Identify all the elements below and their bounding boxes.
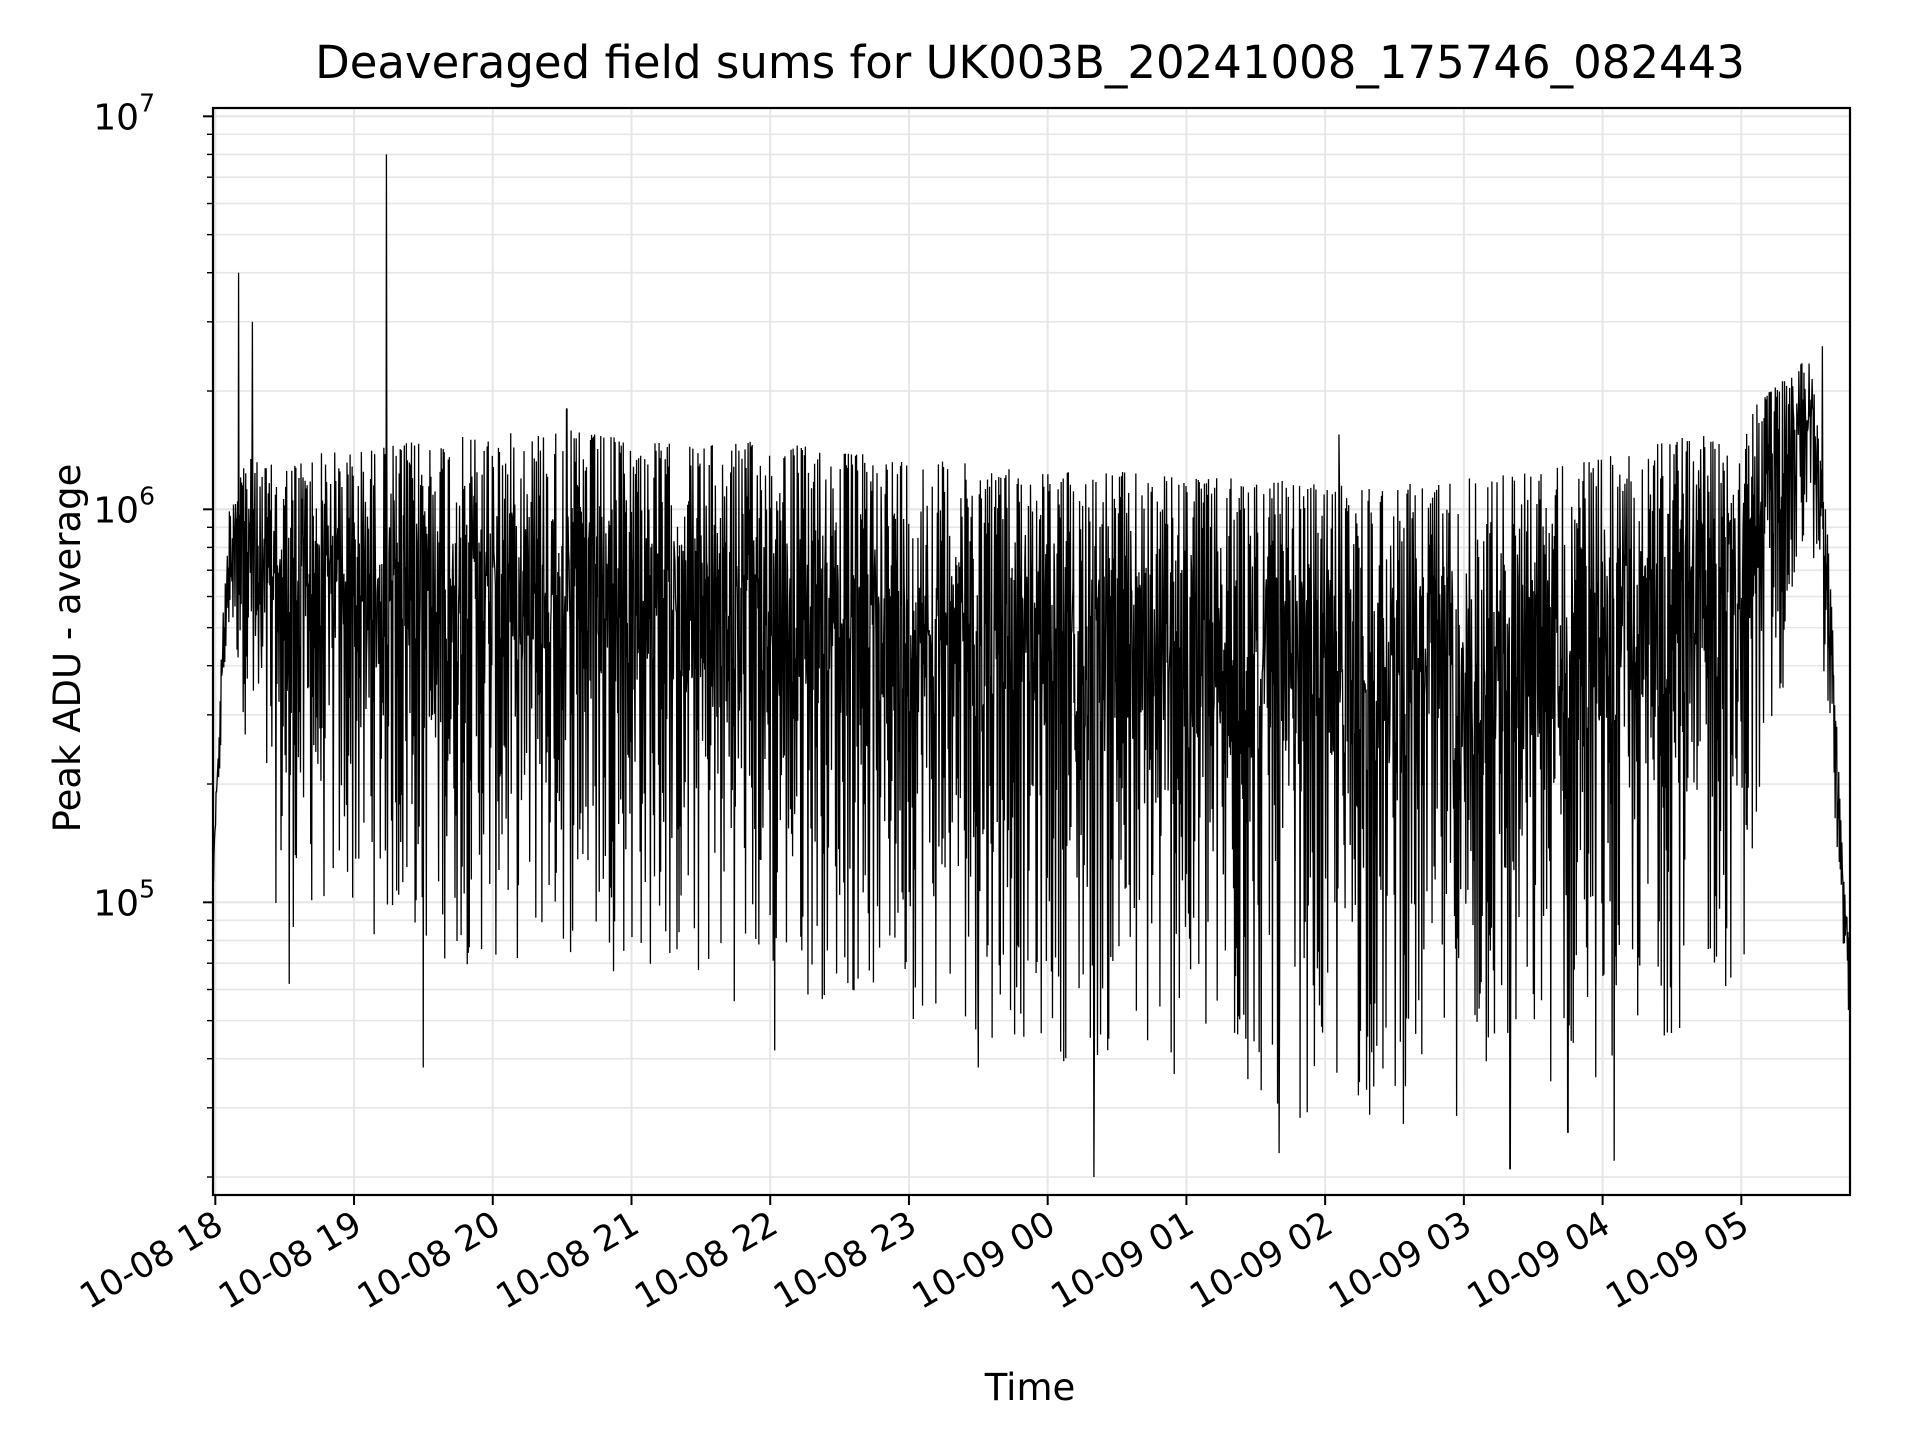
- x-axis-label: Time: [984, 1366, 1076, 1409]
- series-layer: [212, 154, 1851, 1178]
- y-axis-label: Peak ADU - average: [46, 464, 89, 833]
- y-tick-label: 107: [93, 88, 155, 138]
- plot-frame: [211, 106, 1852, 1197]
- y-tick-label: 105: [93, 874, 155, 924]
- chart-title: Deaveraged field sums for UK003B_2024100…: [315, 36, 1745, 89]
- series-line: [212, 154, 1851, 1178]
- y-tick-label: 106: [93, 481, 155, 531]
- y-axis-ticks: 105 106 107: [93, 88, 213, 1178]
